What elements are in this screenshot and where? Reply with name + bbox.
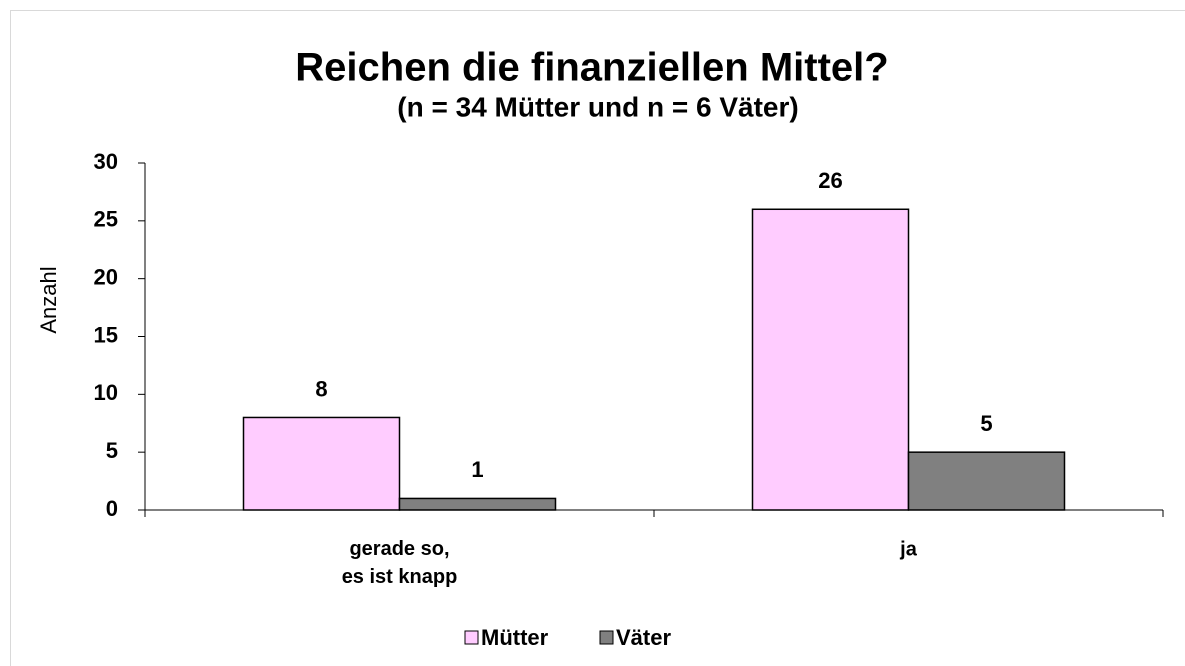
y-tick-label: 5: [106, 438, 118, 463]
bar: [907, 451, 1066, 511]
legend-label: Väter: [616, 625, 671, 650]
y-tick-label: 25: [94, 207, 118, 232]
legend-label: Mütter: [481, 625, 549, 650]
chart-title: Reichen die finanziellen Mittel?: [295, 46, 888, 90]
data-label: 8: [315, 376, 327, 401]
y-tick-label: 10: [94, 380, 118, 405]
data-label: 5: [980, 411, 992, 436]
x-tick-label: ja: [899, 538, 918, 560]
bar: [242, 416, 401, 511]
y-tick-label: 15: [94, 322, 118, 347]
bar: [398, 497, 557, 511]
bar: [751, 208, 910, 511]
chart-subtitle: (n = 34 Mütter und n = 6 Väter): [397, 91, 798, 122]
y-tick-label: 0: [106, 496, 118, 521]
legend-swatch: [599, 630, 614, 645]
legend-swatch: [464, 630, 479, 645]
data-label: 1: [471, 457, 483, 482]
y-tick-label: 30: [94, 149, 118, 174]
data-label: 26: [818, 168, 842, 193]
y-axis-label: Anzahl: [36, 266, 61, 333]
chart-border: [10, 10, 1185, 666]
y-tick-label: 20: [94, 264, 118, 289]
x-tick-label: gerade so, es ist knapp: [342, 538, 458, 588]
